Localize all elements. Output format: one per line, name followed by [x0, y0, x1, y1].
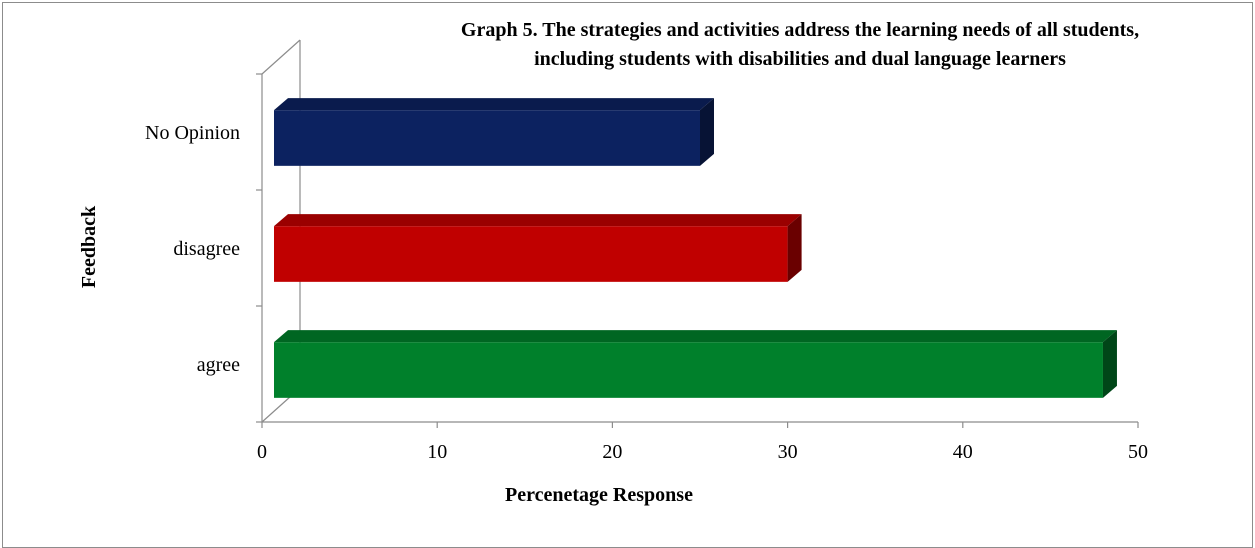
x-tick-label: 20	[602, 441, 622, 463]
y-tick-label: disagree	[173, 238, 240, 260]
chart-title-line-1: Graph 5. The strategies and activities a…	[461, 19, 1139, 41]
bar-agree	[274, 342, 1103, 398]
bar-end-face	[700, 98, 714, 166]
chart-title-line-2: including students with disabilities and…	[534, 48, 1066, 70]
x-tick-label: 10	[427, 441, 447, 463]
y-tick-label: agree	[197, 354, 240, 376]
bar-disagree	[274, 226, 788, 282]
x-axis-title: Percenetage Response	[505, 484, 693, 506]
x-tick-label: 50	[1128, 441, 1148, 463]
plot-area: 0 10 20 30 40 50 agree disagree No Opinion	[145, 39, 1148, 463]
bar-top-face	[274, 330, 1117, 343]
bar-top-face	[274, 214, 802, 227]
y-axis-title: Feedback	[78, 205, 100, 288]
x-tick-label: 0	[257, 441, 267, 463]
bar-no-opinion	[274, 110, 700, 166]
y-tick-label: No Opinion	[145, 122, 240, 144]
bar-top-face	[274, 98, 714, 111]
bar-chart: Graph 5. The strategies and activities a…	[78, 19, 1148, 506]
x-tick-label: 40	[953, 441, 973, 463]
bar-end-face	[1102, 330, 1117, 398]
bar-end-face	[787, 214, 802, 282]
x-tick-label: 30	[778, 441, 798, 463]
depth-edge-top	[261, 39, 301, 75]
